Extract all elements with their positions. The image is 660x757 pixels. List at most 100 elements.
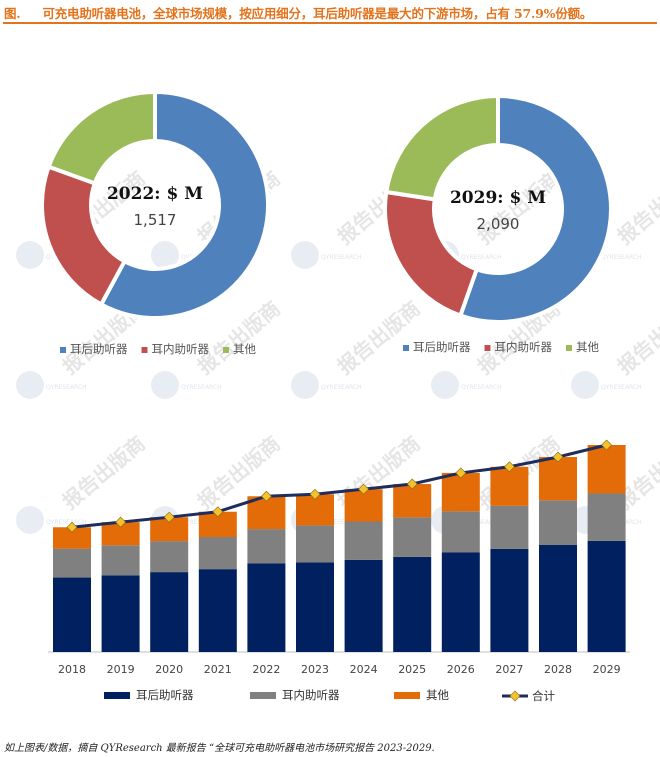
total-marker <box>212 506 224 518</box>
legend-label: 合计 <box>532 689 555 703</box>
total-marker <box>260 490 272 502</box>
legend-swatch <box>566 345 572 351</box>
x-tick-label: 2018 <box>58 663 86 676</box>
total-marker <box>66 521 78 533</box>
legend-swatch <box>484 345 491 351</box>
bar-segment <box>53 527 91 549</box>
donut-slice <box>384 93 500 202</box>
watermark: QYRESEARCH 报告出版商 <box>16 431 150 534</box>
donut-center-value: 1,517 <box>134 211 177 229</box>
legend-label: 耳后助听器 <box>136 688 194 702</box>
legend-item: 其他 <box>566 340 599 354</box>
x-tick-label: 2025 <box>398 663 426 676</box>
bar-segment <box>490 505 529 549</box>
watermark-logo-icon <box>431 371 459 399</box>
x-tick-label: 2022 <box>252 663 280 676</box>
bar-segment <box>587 493 626 541</box>
donut-slice <box>98 89 270 320</box>
donut-center-title: 2029: $ M <box>450 188 546 208</box>
donut-center-title: 2022: $ M <box>107 184 203 204</box>
title-rule <box>3 22 657 24</box>
bar-segment <box>344 521 383 560</box>
bar-segment <box>150 572 189 652</box>
total-marker <box>163 511 175 523</box>
bar-segment <box>296 525 334 563</box>
legend-swatch <box>250 692 276 699</box>
bar-segment <box>150 517 189 542</box>
watermark-text: 报告出版商 <box>193 296 285 379</box>
bar-segment <box>441 472 480 512</box>
watermark-logo-text: QYRESEARCH <box>46 519 87 526</box>
bar-segment <box>490 466 529 506</box>
legend-label: 耳内助听器 <box>495 340 553 354</box>
x-tick-label: 2023 <box>301 663 329 676</box>
total-marker <box>601 439 613 451</box>
watermark-logo-text: QYRESEARCH <box>321 254 362 261</box>
bar-segment <box>247 563 286 652</box>
bar-legend: 耳后助听器 耳内助听器 其他 合计 <box>104 688 555 703</box>
x-tick-label: 2021 <box>204 663 232 676</box>
legend-item: 合计 <box>502 689 555 703</box>
x-tick-label: 2019 <box>107 663 135 676</box>
watermark-logo-text: QYRESEARCH <box>321 519 362 526</box>
source-note: 如上图表/数据，摘自 QYResearch 最新报告 “全球可充电助听器电池市场… <box>4 743 435 754</box>
legend-item: 耳内助听器 <box>484 340 553 354</box>
legend-item: 耳后助听器 <box>104 688 194 702</box>
legend-swatch <box>141 347 148 353</box>
bar-segment <box>393 484 432 518</box>
total-marker <box>552 451 564 463</box>
bar-segment <box>53 577 91 652</box>
stacked-bar-chart: 2018 2019 2020 2021 2022 2023 2024 2025 2026 2027… <box>48 439 630 676</box>
x-tick-label: 2020 <box>155 663 183 676</box>
figure-title-text: 可充电助听器电池，全球市场规模，按应用细分，耳后助听器是最大的下游市场，占有 5… <box>42 6 593 21</box>
watermark-logo-text: QYRESEARCH <box>321 384 362 391</box>
bar-segment <box>490 548 529 652</box>
watermark-logo-text: QYRESEARCH <box>461 519 502 526</box>
total-marker <box>115 516 127 528</box>
bar-segment <box>441 552 480 652</box>
legend-label: 其他 <box>576 340 599 354</box>
x-tick-label: 2024 <box>350 663 378 676</box>
total-marker <box>358 483 370 495</box>
bar-segment <box>344 559 383 652</box>
donut-legend-2029: 耳后助听器 耳内助听器 其他 <box>403 340 599 354</box>
legend-item: 耳后助听器 <box>60 342 128 356</box>
watermark-logo-icon <box>291 371 319 399</box>
legend-swatch <box>223 347 229 353</box>
watermark-logo-text: QYRESEARCH <box>46 384 87 391</box>
bar-segment <box>393 517 432 557</box>
watermark-text: 报告出版商 <box>613 166 660 249</box>
x-tick-label: 2028 <box>544 663 572 676</box>
legend-item: 其他 <box>394 688 449 702</box>
watermark-logo-icon <box>291 241 319 269</box>
bar-segment <box>150 541 189 573</box>
legend-label: 耳内助听器 <box>152 342 210 356</box>
watermark-logo-icon <box>151 371 179 399</box>
watermark-text: 报告出版商 <box>333 296 425 379</box>
donut-2029: 2029: $ M 2,090 <box>383 93 613 324</box>
watermark-logo-text: QYRESEARCH <box>461 384 502 391</box>
bar-segment <box>539 545 577 652</box>
bar-segment <box>587 445 626 494</box>
bar-segment <box>539 457 577 501</box>
bar-segment <box>53 548 91 578</box>
watermark-text: 报告出版商 <box>58 431 150 514</box>
bar-segment <box>198 537 237 570</box>
legend-label: 其他 <box>233 342 256 356</box>
donut-slice <box>46 89 157 186</box>
donut-slice <box>457 93 613 324</box>
bar-segment <box>198 569 237 652</box>
bar-segment <box>101 545 140 576</box>
watermark-logo-icon <box>16 506 44 534</box>
legend-label: 耳内助听器 <box>282 688 340 702</box>
x-tick-label: 2026 <box>447 663 475 676</box>
watermark-logo-icon <box>571 371 599 399</box>
total-line <box>71 443 607 529</box>
legend-label: 耳后助听器 <box>70 342 128 356</box>
bar-segment <box>539 500 577 546</box>
legend-marker-swatch <box>509 690 521 702</box>
donut-2022: 2022: $ M 1,517 <box>40 89 270 320</box>
watermark-logo-text: QYRESEARCH <box>181 384 222 391</box>
bar-segment <box>393 556 432 652</box>
bar-segment <box>441 511 480 553</box>
